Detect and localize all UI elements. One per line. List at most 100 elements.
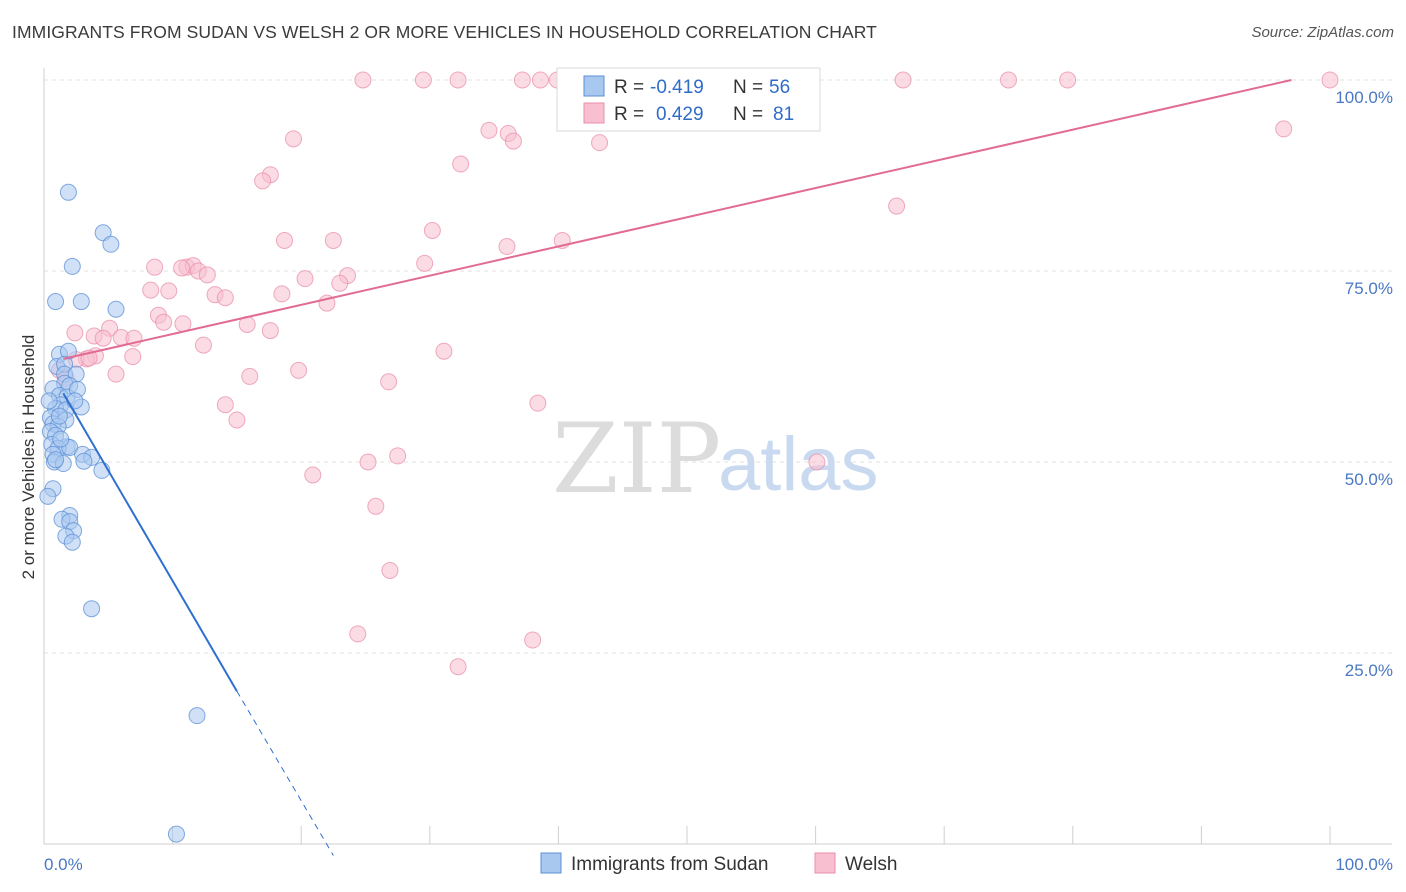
point-welsh xyxy=(1275,120,1293,138)
point-sudan xyxy=(52,430,70,448)
point-welsh xyxy=(275,231,293,249)
series-legend: Immigrants from Sudan Welsh xyxy=(540,852,897,875)
point-sudan xyxy=(50,407,68,425)
point-welsh xyxy=(304,466,322,484)
y-tick-label: 25.0% xyxy=(1345,661,1393,680)
point-welsh xyxy=(1059,71,1077,89)
point-sudan xyxy=(63,257,81,275)
point-sudan xyxy=(47,451,65,469)
point-welsh xyxy=(513,71,531,89)
watermark-zip: ZIP xyxy=(552,403,721,515)
x-tick-label-max: 100.0% xyxy=(1335,855,1393,874)
point-welsh xyxy=(228,411,246,429)
y-tick-label: 75.0% xyxy=(1345,279,1393,298)
point-welsh xyxy=(416,254,434,272)
point-welsh xyxy=(423,222,441,240)
legend-r-label-sudan: R = xyxy=(614,77,644,98)
legend-swatch-welsh xyxy=(583,102,605,124)
point-welsh xyxy=(894,71,912,89)
axes: 25.0% 50.0% 75.0% 100.0% 0.0% 100.0% xyxy=(43,68,1393,874)
legend-n-label-sudan: N = xyxy=(733,77,763,98)
point-welsh xyxy=(498,238,516,256)
point-welsh xyxy=(296,270,314,288)
point-welsh xyxy=(381,561,399,579)
bottom-legend-swatch-welsh xyxy=(814,852,836,874)
point-welsh xyxy=(449,658,467,676)
legend-n-label-welsh: N = xyxy=(733,104,763,125)
trend-line-sudan xyxy=(62,392,238,692)
point-welsh xyxy=(449,71,467,89)
bottom-legend-label-welsh: Welsh xyxy=(845,854,897,875)
point-welsh xyxy=(380,373,398,391)
point-welsh xyxy=(216,289,234,307)
point-welsh xyxy=(591,134,609,152)
point-sudan xyxy=(39,487,57,505)
point-welsh xyxy=(480,121,498,139)
watermark: ZIP atlas xyxy=(552,403,879,515)
point-welsh xyxy=(290,361,308,379)
watermark-atlas: atlas xyxy=(718,422,879,507)
trend-lines xyxy=(62,79,1292,856)
data-points xyxy=(39,71,1339,843)
point-welsh xyxy=(504,132,522,150)
point-sudan xyxy=(188,707,206,725)
point-welsh xyxy=(524,631,542,649)
point-welsh xyxy=(261,322,279,340)
point-welsh xyxy=(367,497,385,515)
point-welsh xyxy=(174,315,192,333)
point-welsh xyxy=(194,336,212,354)
point-welsh xyxy=(107,365,125,383)
legend-r-value-welsh: 0.429 xyxy=(656,104,704,125)
point-welsh xyxy=(324,231,342,249)
legend-n-value-sudan: 56 xyxy=(769,77,790,98)
point-welsh xyxy=(888,197,906,215)
point-welsh xyxy=(142,281,160,299)
point-sudan xyxy=(47,293,65,311)
point-welsh xyxy=(198,266,216,284)
point-welsh xyxy=(273,285,291,303)
point-welsh xyxy=(808,453,826,471)
point-welsh xyxy=(359,453,377,471)
legend-swatch-sudan xyxy=(583,75,605,97)
point-welsh xyxy=(124,348,142,366)
y-axis-label: 2 or more Vehicles in Household xyxy=(19,335,38,580)
stats-legend: R = -0.419 N = 56 R = 0.429 N = 81 xyxy=(556,67,821,132)
point-welsh xyxy=(216,396,234,414)
point-welsh xyxy=(94,329,112,347)
point-welsh xyxy=(1000,71,1017,89)
chart-source: Source: ZipAtlas.com xyxy=(1251,24,1394,41)
bottom-legend-label-sudan: Immigrants from Sudan xyxy=(571,854,768,875)
point-welsh xyxy=(146,258,164,276)
point-welsh xyxy=(531,71,549,89)
legend-r-label-welsh: R = xyxy=(614,104,644,125)
y-tick-label: 50.0% xyxy=(1345,470,1393,489)
trend-line-welsh xyxy=(63,79,1292,360)
point-welsh xyxy=(414,71,432,89)
point-welsh xyxy=(349,625,367,643)
grid-lines xyxy=(44,79,1392,654)
point-welsh xyxy=(389,447,407,465)
point-welsh xyxy=(254,172,272,190)
point-sudan xyxy=(59,183,77,201)
legend-r-value-sudan: -0.419 xyxy=(650,77,704,98)
point-welsh xyxy=(331,274,349,292)
point-welsh xyxy=(160,282,178,300)
x-tick-label-min: 0.0% xyxy=(44,855,83,874)
point-welsh xyxy=(435,342,453,360)
y-tick-label: 100.0% xyxy=(1335,88,1393,107)
point-welsh xyxy=(66,324,84,342)
point-sudan xyxy=(72,293,90,311)
point-welsh xyxy=(284,130,302,148)
point-welsh xyxy=(354,71,372,89)
point-welsh xyxy=(173,259,191,277)
point-sudan xyxy=(66,392,84,410)
point-welsh xyxy=(155,313,173,331)
point-sudan xyxy=(102,235,120,253)
chart-title: IMMIGRANTS FROM SUDAN VS WELSH 2 OR MORE… xyxy=(12,22,877,42)
point-sudan xyxy=(167,825,185,843)
point-sudan xyxy=(83,600,101,618)
legend-n-value-welsh: 81 xyxy=(773,104,794,125)
point-welsh xyxy=(452,155,470,173)
point-sudan xyxy=(40,392,58,410)
